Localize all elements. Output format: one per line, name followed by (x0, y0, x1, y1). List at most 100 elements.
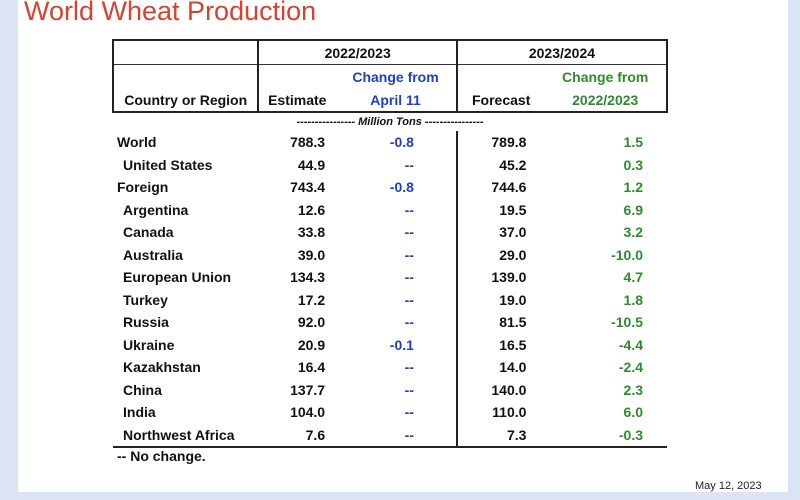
cell-estimate: 20.9 (297, 336, 326, 353)
table-row: India 104.0 -- 110.0 6.0 (113, 401, 667, 424)
table-row: European Union 134.3 -- 139.0 4.7 (113, 266, 667, 289)
row-label: United States (123, 156, 213, 173)
cell-forecast: 29.0 (455, 243, 545, 266)
cell-estimate: 44.9 (297, 156, 326, 173)
row-label: India (123, 404, 156, 421)
cell-change-april: -- (404, 291, 414, 308)
cell-change-year: 2.3 (623, 381, 643, 398)
table-row: Russia 92.0 -- 81.5 -10.5 (113, 311, 667, 334)
cell-forecast: 139.0 (455, 266, 545, 289)
table-row: World 788.3 -0.8 789.8 1.5 (113, 131, 667, 154)
row-label: Foreign (117, 179, 169, 196)
cell-estimate: 33.8 (297, 224, 326, 241)
cell-change-april: -0.1 (389, 336, 414, 353)
slide: World Wheat Production 2022/2023 2023/20… (18, 0, 788, 492)
cell-forecast: 789.8 (455, 131, 545, 154)
cell-change-april: -- (404, 381, 414, 398)
cell-forecast: 744.6 (455, 176, 545, 199)
cell-change-april: -0.8 (389, 179, 414, 196)
cell-forecast: 81.5 (455, 311, 545, 334)
wheat-production-table: 2022/2023 2023/2024 Change from Change f… (111, 39, 669, 448)
table-row: Foreign 743.4 -0.8 744.6 1.2 (113, 176, 667, 199)
cell-estimate: 788.3 (290, 134, 326, 151)
cell-change-year: 6.9 (623, 201, 643, 218)
header-corner (111, 39, 259, 65)
cell-change-year: 6.0 (623, 404, 643, 421)
row-label: Ukraine (123, 336, 175, 353)
cell-forecast: 110.0 (455, 401, 545, 424)
cell-change-year: 3.2 (623, 224, 643, 241)
cell-change-year: 1.5 (623, 134, 643, 151)
row-label: China (123, 381, 162, 398)
header-blank (257, 64, 336, 88)
table-row: Australia 39.0 -- 29.0 -10.0 (113, 243, 667, 266)
header-2022-2023: 2022/2023 (544, 88, 668, 113)
header-estimate: Estimate (257, 88, 336, 113)
cell-estimate: 7.6 (258, 423, 336, 448)
row-label: World (117, 134, 157, 151)
cell-estimate: 92.0 (297, 314, 326, 331)
cell-change-april: -- (335, 423, 457, 448)
header-blank (111, 64, 259, 88)
cell-change-year: -2.4 (618, 359, 643, 376)
cell-estimate: 137.7 (290, 381, 326, 398)
header-change-from-b: Change from (544, 64, 668, 88)
cell-change-year: -10.0 (611, 246, 643, 263)
header-year-2023-2024: 2023/2024 (455, 39, 669, 65)
cell-change-year: -4.4 (618, 336, 643, 353)
cell-estimate: 134.3 (290, 269, 326, 286)
date-label: May 12, 2023 (695, 480, 762, 492)
row-label: Turkey (123, 291, 168, 308)
table-row: Argentina 12.6 -- 19.5 6.9 (113, 198, 667, 221)
table-row: Canada 33.8 -- 37.0 3.2 (113, 221, 667, 244)
cell-change-year: 1.2 (623, 179, 643, 196)
page-title: World Wheat Production (24, 0, 317, 26)
table-row: China 137.7 -- 140.0 2.3 (113, 378, 667, 401)
cell-change-april: -- (404, 314, 414, 331)
cell-forecast: 45.2 (455, 153, 545, 176)
header-april-11: April 11 (335, 88, 457, 113)
row-label: Russia (123, 314, 169, 331)
cell-change-year: 1.8 (623, 291, 643, 308)
cell-estimate: 743.4 (290, 179, 326, 196)
cell-change-year: 0.3 (623, 156, 643, 173)
footnote: -- No change. (117, 448, 206, 464)
table-row: Ukraine 20.9 -0.1 16.5 -4.4 (113, 333, 667, 356)
cell-forecast: 37.0 (455, 221, 545, 244)
cell-change-april: -- (404, 156, 414, 173)
header-year-2022-2023: 2022/2023 (257, 39, 457, 65)
cell-change-year: -10.5 (611, 314, 643, 331)
cell-estimate: 17.2 (297, 291, 326, 308)
cell-change-april: -- (404, 224, 414, 241)
row-label: Argentina (123, 201, 189, 218)
cell-estimate: 39.0 (297, 246, 326, 263)
cell-forecast: 14.0 (455, 356, 545, 379)
cell-forecast: 7.3 (455, 423, 545, 448)
table-row: United States 44.9 -- 45.2 0.3 (113, 153, 667, 176)
cell-forecast: 140.0 (455, 378, 545, 401)
cell-change-april: -- (404, 359, 414, 376)
units-label: ---------------- Million Tons ----------… (296, 116, 484, 128)
row-label: Australia (123, 246, 183, 263)
row-label: Canada (123, 224, 174, 241)
cell-change-april: -- (404, 269, 414, 286)
cell-change-year: -0.3 (544, 423, 667, 448)
table-row: Northwest Africa 7.6 -- 7.3 -0.3 (113, 423, 667, 448)
cell-change-april: -0.8 (389, 134, 414, 151)
cell-forecast: 19.5 (455, 198, 545, 221)
row-label: Kazakhstan (123, 359, 201, 376)
cell-estimate: 12.6 (297, 201, 326, 218)
table-row: Kazakhstan 16.4 -- 14.0 -2.4 (113, 356, 667, 379)
cell-forecast: 16.5 (455, 333, 545, 356)
header-blank (455, 64, 545, 88)
cell-change-april: -- (404, 201, 414, 218)
header-forecast: Forecast (455, 88, 545, 113)
header-change-from-a: Change from (352, 68, 439, 85)
cell-change-april: -- (404, 246, 414, 263)
cell-estimate: 104.0 (290, 404, 326, 421)
cell-change-year: 4.7 (623, 269, 643, 286)
header-country-or-region: Country or Region (111, 88, 259, 113)
cell-change-april: -- (404, 404, 414, 421)
table-row: Turkey 17.2 -- 19.0 1.8 (113, 288, 667, 311)
row-label: European Union (123, 269, 232, 286)
